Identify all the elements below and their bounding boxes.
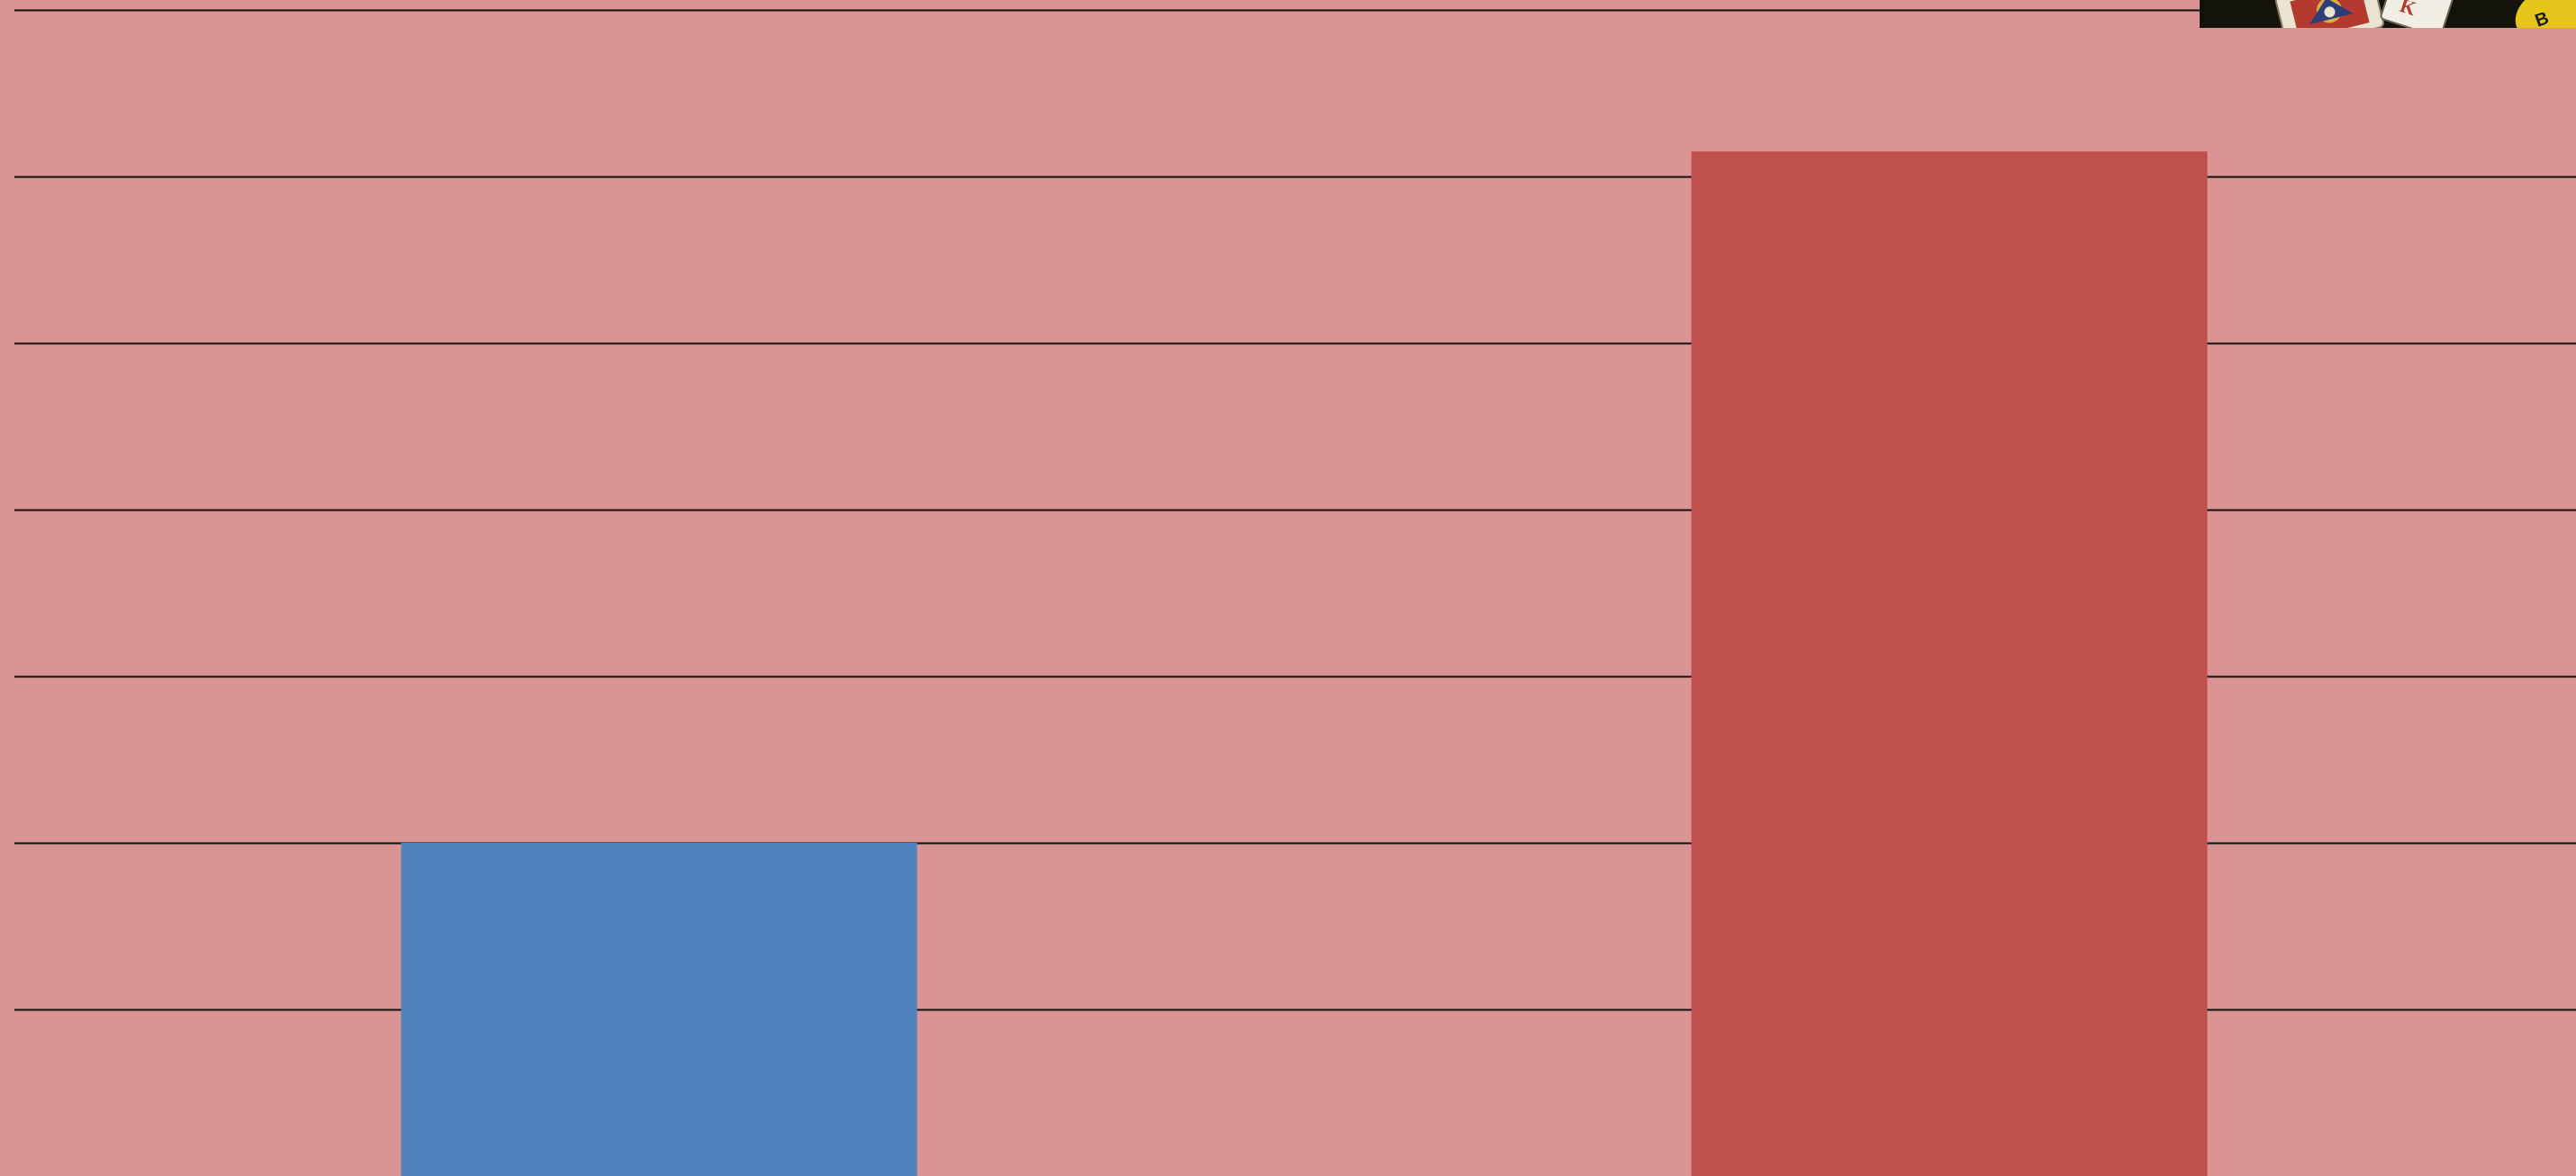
playing-card-thumbnail-icon: K B	[2200, 0, 2576, 28]
bar-1	[401, 843, 917, 1176]
bar-2	[1691, 151, 2208, 1176]
bars	[401, 151, 2208, 1176]
svg-text:K: K	[2397, 0, 2418, 20]
